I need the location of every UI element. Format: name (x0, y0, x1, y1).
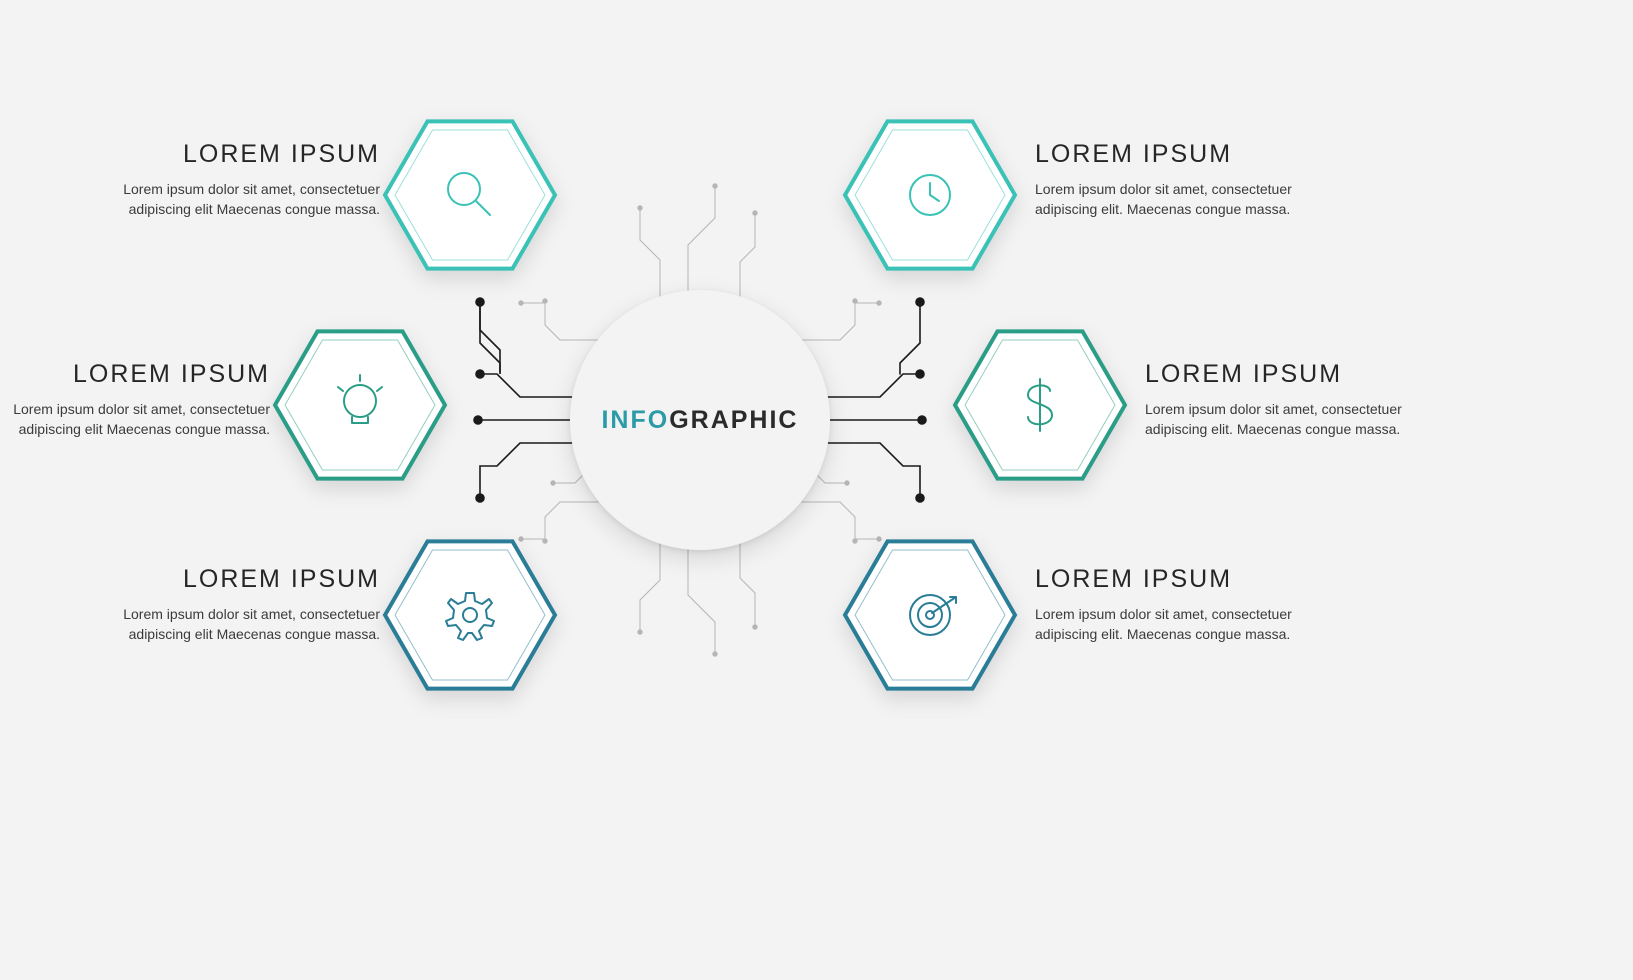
hex-bot-right (837, 522, 1023, 708)
textblock-bot-left: LOREM IPSUM Lorem ipsum dolor sit amet, … (110, 565, 380, 645)
item-heading: LOREM IPSUM (1035, 565, 1305, 594)
hex-bot-left (377, 522, 563, 708)
center-label-part2: GRAPHIC (669, 406, 798, 434)
hex-mid-left (267, 312, 453, 498)
center-label-part1: INFO (601, 406, 669, 434)
item-body: Lorem ipsum dolor sit amet, consectetuer… (1035, 179, 1305, 220)
item-body: Lorem ipsum dolor sit amet, consectetuer… (1035, 604, 1305, 645)
item-heading: LOREM IPSUM (110, 565, 380, 594)
textblock-mid-right: LOREM IPSUM Lorem ipsum dolor sit amet, … (1145, 360, 1415, 440)
center-label: INFOGRAPHIC (601, 406, 798, 435)
center-node: INFOGRAPHIC (570, 290, 830, 550)
item-heading: LOREM IPSUM (110, 140, 380, 169)
item-body: Lorem ipsum dolor sit amet, consectetuer… (110, 604, 380, 645)
infographic-stage: INFOGRAPHIC (0, 0, 1633, 980)
hex-top-right (837, 102, 1023, 288)
item-body: Lorem ipsum dolor sit amet, consectetuer… (110, 179, 380, 220)
hex-top-left (377, 102, 563, 288)
item-heading: LOREM IPSUM (1145, 360, 1415, 389)
textblock-top-left: LOREM IPSUM Lorem ipsum dolor sit amet, … (110, 140, 380, 220)
item-heading: LOREM IPSUM (1035, 140, 1305, 169)
textblock-bot-right: LOREM IPSUM Lorem ipsum dolor sit amet, … (1035, 565, 1305, 645)
item-heading: LOREM IPSUM (0, 360, 270, 389)
item-body: Lorem ipsum dolor sit amet, consectetuer… (1145, 399, 1415, 440)
textblock-top-right: LOREM IPSUM Lorem ipsum dolor sit amet, … (1035, 140, 1305, 220)
item-body: Lorem ipsum dolor sit amet, consectetuer… (0, 399, 270, 440)
textblock-mid-left: LOREM IPSUM Lorem ipsum dolor sit amet, … (0, 360, 270, 440)
hex-mid-right (947, 312, 1133, 498)
